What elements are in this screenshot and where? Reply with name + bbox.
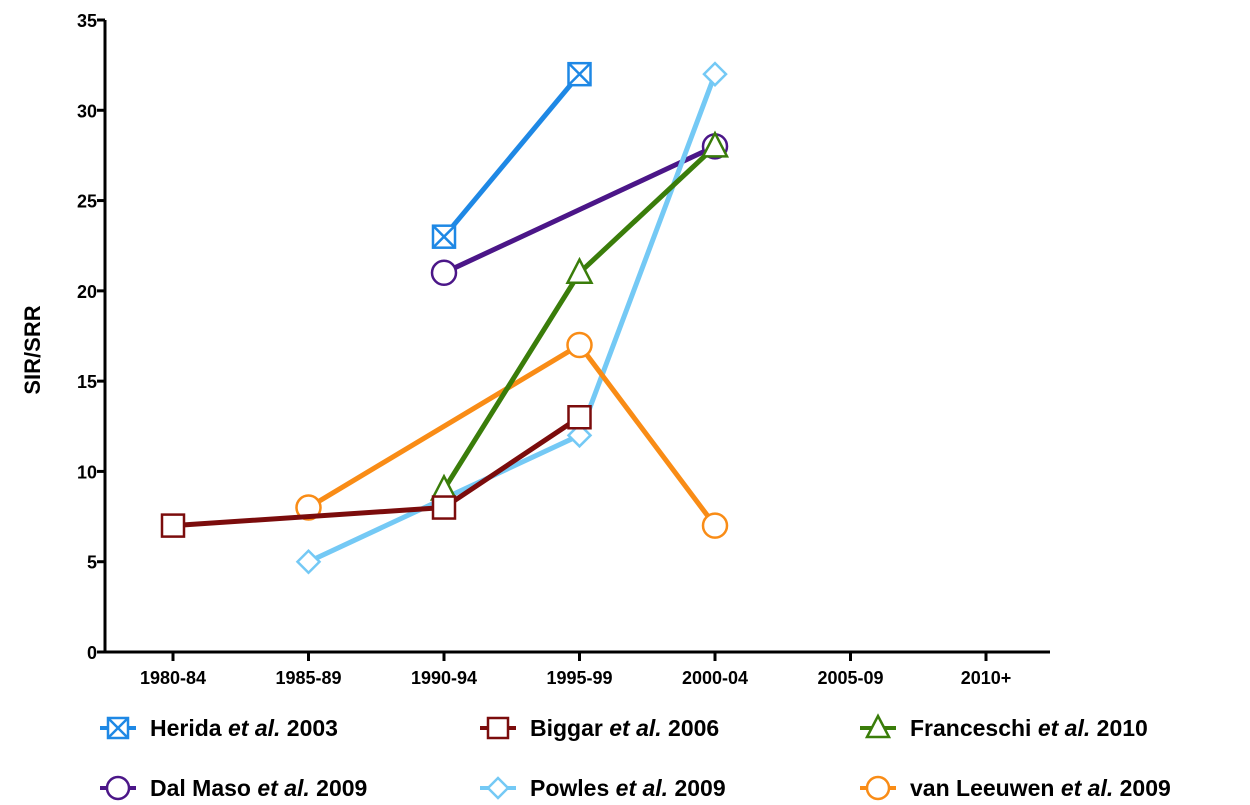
legend-item: Powles et al. 2009 (480, 775, 726, 801)
marker-cross (432, 224, 456, 249)
x-tick-label: 1990-94 (411, 668, 477, 688)
series-line (307, 73, 718, 564)
y-tick-label: 25 (77, 192, 97, 212)
series-0 (431, 61, 592, 249)
legend-item: Dal Maso et al. 2009 (100, 775, 367, 801)
data-point-marker (295, 494, 322, 521)
y-tick-label: 30 (77, 101, 97, 121)
data-point-marker (701, 512, 729, 539)
square-marker (486, 716, 510, 740)
legend: Herida et al. 2003 Biggar et al. 2006 Fran… (100, 713, 1171, 801)
legend-label: Dal Maso et al. 2009 (150, 775, 367, 801)
y-tick-label: 10 (77, 462, 97, 482)
series-line (172, 415, 581, 529)
data-point-marker (700, 130, 730, 158)
series-1 (160, 405, 592, 538)
series-line (442, 144, 717, 276)
data-point-marker (486, 716, 510, 740)
series-5 (295, 331, 729, 539)
y-axis-label: SIR/SRR (20, 305, 45, 394)
y-tick-label: 20 (77, 282, 97, 302)
data-point-marker (430, 259, 458, 287)
data-point-marker (702, 61, 728, 87)
data-point-marker (431, 224, 457, 249)
legend-label: Biggar et al. 2006 (530, 715, 719, 741)
series-4 (295, 61, 728, 575)
y-tick-label: 35 (77, 11, 97, 31)
y-tick-label: 15 (77, 372, 97, 392)
data-point-marker (565, 256, 594, 285)
data-point-marker (864, 713, 892, 739)
data-point-marker (106, 716, 130, 740)
data-point-marker (486, 776, 510, 800)
legend-label: Powles et al. 2009 (530, 775, 726, 801)
data-point-marker (295, 548, 322, 575)
square-marker (431, 495, 457, 520)
x-tick-label: 2000-04 (682, 668, 748, 688)
legend-label: Franceschi et al. 2010 (910, 715, 1148, 741)
marker-cross (107, 717, 129, 739)
data-point-marker (865, 775, 891, 801)
marker-cross (567, 62, 592, 87)
x-tick-label: 1995-99 (546, 668, 612, 688)
y-tick-label: 0 (87, 643, 97, 663)
square-marker (160, 513, 186, 538)
x-tick-label: 2010+ (961, 668, 1012, 688)
series-layer (160, 61, 730, 575)
data-point-marker (160, 513, 186, 538)
data-point-marker (567, 61, 592, 87)
legend-label: Herida et al. 2003 (150, 715, 338, 741)
legend-label: van Leeuwen et al. 2009 (910, 775, 1171, 801)
data-point-marker (105, 775, 131, 801)
x-tick-label: 1985-89 (275, 668, 341, 688)
square-marker (567, 405, 592, 430)
legend-item: van Leeuwen et al. 2009 (860, 775, 1171, 801)
data-point-marker (431, 495, 457, 520)
legend-item: Biggar et al. 2006 (480, 715, 719, 741)
x-tick-label: 1980-84 (140, 668, 206, 688)
x-tick-label: 2005-09 (817, 668, 883, 688)
data-point-marker (567, 405, 592, 430)
series-line (307, 342, 717, 528)
axes: 0 5 10 15 20 25 30 35 1980-84 1985-89 1990-94 1995-… (77, 11, 1050, 688)
legend-item: Herida et al. 2003 (100, 715, 338, 741)
series-line (442, 72, 582, 239)
legend-item: Franceschi et al. 2010 (860, 713, 1148, 741)
data-point-marker (566, 422, 593, 449)
series-2 (429, 130, 730, 501)
y-tick-label: 5 (87, 553, 97, 573)
data-point-marker (566, 331, 593, 359)
